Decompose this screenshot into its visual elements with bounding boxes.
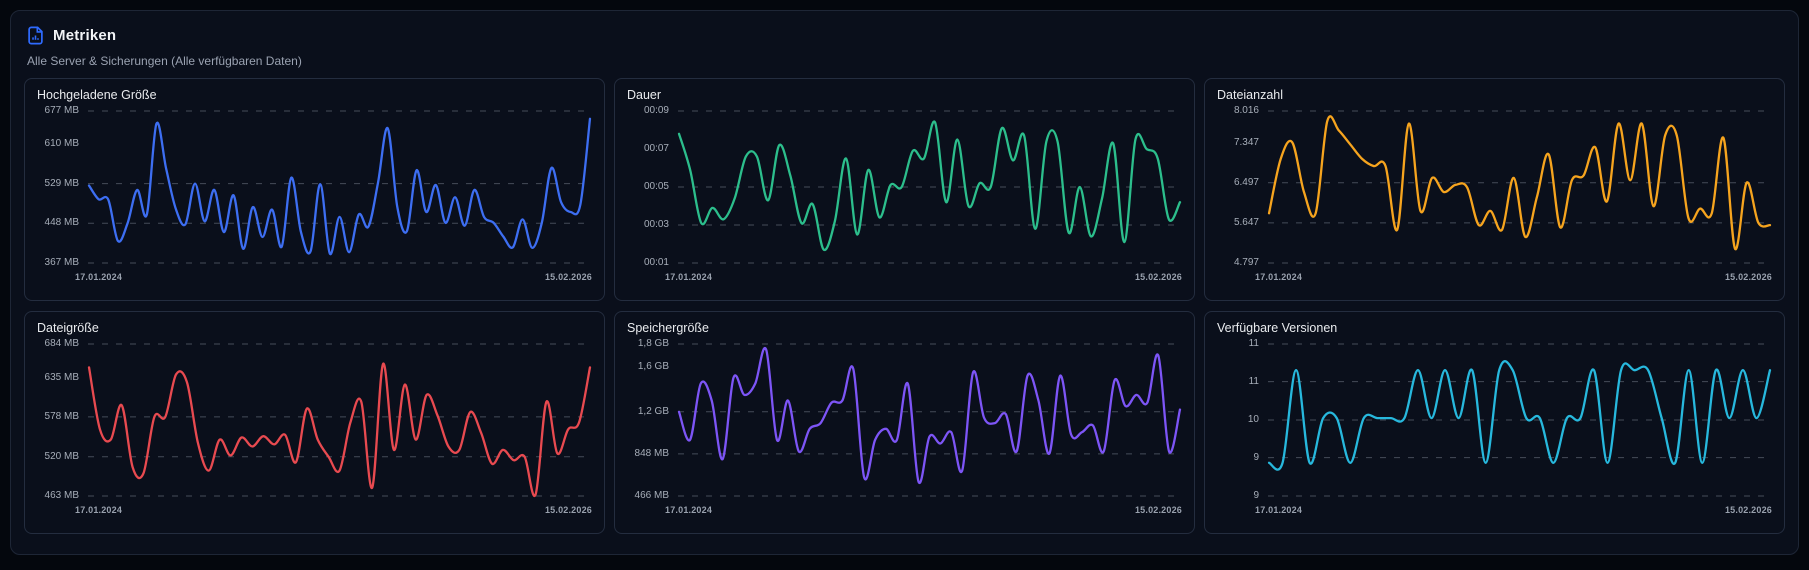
series-line [679,348,1180,483]
y-axis: 11 11 10 9 9 [1205,337,1267,503]
x-axis-start-label: 17.01.2024 [665,505,713,515]
x-axis: 17.01.2024 15.02.2026 [25,270,604,282]
x-axis-end-label: 15.02.2026 [544,272,592,282]
y-tick-label: 7.347 [1233,136,1259,148]
y-tick-label: 848 MB [634,447,669,459]
chart-panel-dateianzahl: Dateianzahl 8.016 7.347 6.497 5.647 4.797 17… [1204,78,1785,301]
y-tick-label: 578 MB [44,410,79,422]
y-tick-label: 684 MB [44,338,79,349]
line-chart-svg [87,337,592,503]
x-axis-start-label: 17.01.2024 [75,505,123,515]
y-tick-label: 8.016 [1233,105,1259,116]
line-chart-svg [1267,337,1772,503]
y-axis: 684 MB 635 MB 578 MB 520 MB 463 MB [25,337,87,503]
x-axis-end-label: 15.02.2026 [1134,272,1182,282]
chart-panel-verfuegbare-versionen: Verfügbare Versionen 11 11 10 9 9 17.01.2024… [1204,311,1785,534]
chart-title: Dauer [627,88,662,102]
scope-subtitle: Alle Server & Sicherungen (Alle verfügba… [27,54,302,68]
chart-title: Dateigröße [37,321,99,335]
x-axis-end-label: 15.02.2026 [1724,505,1772,515]
y-tick-label: 10 [1247,414,1259,425]
metrics-card: Metriken Alle Server & Sicherungen (Alle… [10,10,1799,555]
y-tick-label: 11 [1248,375,1259,387]
y-tick-label: 448 MB [44,217,79,229]
chart-panel-dateigroesse: Dateigröße 684 MB 635 MB 578 MB 520 MB 463 M… [24,311,605,534]
plot-area[interactable] [677,337,1182,503]
x-axis: 17.01.2024 15.02.2026 [1205,503,1784,515]
chart-panel-speichergroesse: Speichergröße 1,8 GB 1,6 GB 1,2 GB 848 MB 46… [614,311,1195,534]
plot-area[interactable] [87,104,592,270]
y-tick-label: 463 MB [44,490,79,501]
x-axis: 17.01.2024 15.02.2026 [25,503,604,515]
plot-area[interactable] [1267,337,1772,503]
y-tick-label: 9 [1253,490,1259,501]
x-axis-end-label: 15.02.2026 [1134,505,1182,515]
chart-panel-hochgeladene-groesse: Hochgeladene Größe 677 MB 610 MB 529 MB 448… [24,78,605,301]
y-axis: 00:09 00:07 00:05 00:03 00:01 [615,104,677,270]
line-chart-svg [87,104,592,270]
x-axis-start-label: 17.01.2024 [75,272,123,282]
y-tick-label: 4.797 [1233,257,1259,268]
y-tick-label: 00:07 [643,143,669,154]
y-tick-label: 1,6 GB [637,360,669,372]
x-axis-start-label: 17.01.2024 [1255,272,1303,282]
x-axis: 17.01.2024 15.02.2026 [1205,270,1784,282]
y-tick-label: 1,8 GB [637,338,669,349]
chart-title: Verfügbare Versionen [1217,321,1338,335]
plot-area[interactable] [1267,104,1772,270]
y-tick-label: 677 MB [44,105,79,116]
x-axis-start-label: 17.01.2024 [665,272,713,282]
y-axis: 1,8 GB 1,6 GB 1,2 GB 848 MB 466 MB [615,337,677,503]
y-tick-label: 1,2 GB [637,405,669,417]
series-line [679,121,1180,250]
y-axis: 677 MB 610 MB 529 MB 448 MB 367 MB [25,104,87,270]
y-tick-label: 610 MB [44,137,79,149]
y-tick-label: 520 MB [44,450,79,462]
x-axis-start-label: 17.01.2024 [1255,505,1303,515]
y-tick-label: 367 MB [44,257,79,268]
charts-grid: Hochgeladene Größe 677 MB 610 MB 529 MB 448… [11,68,1798,534]
file-chart-icon [28,26,43,45]
chart-title: Hochgeladene Größe [37,88,157,102]
line-chart-svg [677,337,1182,503]
y-tick-label: 635 MB [44,371,79,383]
y-tick-label: 466 MB [634,490,669,501]
y-tick-label: 00:01 [643,257,669,268]
y-tick-label: 6.497 [1233,176,1259,188]
y-tick-label: 00:05 [643,181,669,192]
series-line [89,364,590,496]
plot-area[interactable] [677,104,1182,270]
line-chart-svg [1267,104,1772,270]
x-axis-end-label: 15.02.2026 [1724,272,1772,282]
y-tick-label: 5.647 [1233,216,1259,228]
chart-panel-dauer: Dauer 00:09 00:07 00:05 00:03 00:01 17.01.20… [614,78,1195,301]
plot-area[interactable] [87,337,592,503]
series-line [1269,116,1770,249]
y-axis: 8.016 7.347 6.497 5.647 4.797 [1205,104,1267,270]
x-axis: 17.01.2024 15.02.2026 [615,503,1194,515]
series-line [89,119,590,254]
line-chart-svg [677,104,1182,270]
chart-title: Dateianzahl [1217,88,1284,102]
x-axis-end-label: 15.02.2026 [544,505,592,515]
x-axis: 17.01.2024 15.02.2026 [615,270,1194,282]
y-tick-label: 00:09 [643,105,669,116]
page-title: Metriken [53,27,117,44]
y-tick-label: 00:03 [643,219,669,230]
y-tick-label: 9 [1253,451,1259,463]
series-line [1269,361,1770,469]
y-tick-label: 529 MB [44,177,79,189]
card-header: Metriken Alle Server & Sicherungen (Alle… [11,11,1798,68]
y-tick-label: 11 [1248,338,1259,349]
chart-title: Speichergröße [627,321,709,335]
